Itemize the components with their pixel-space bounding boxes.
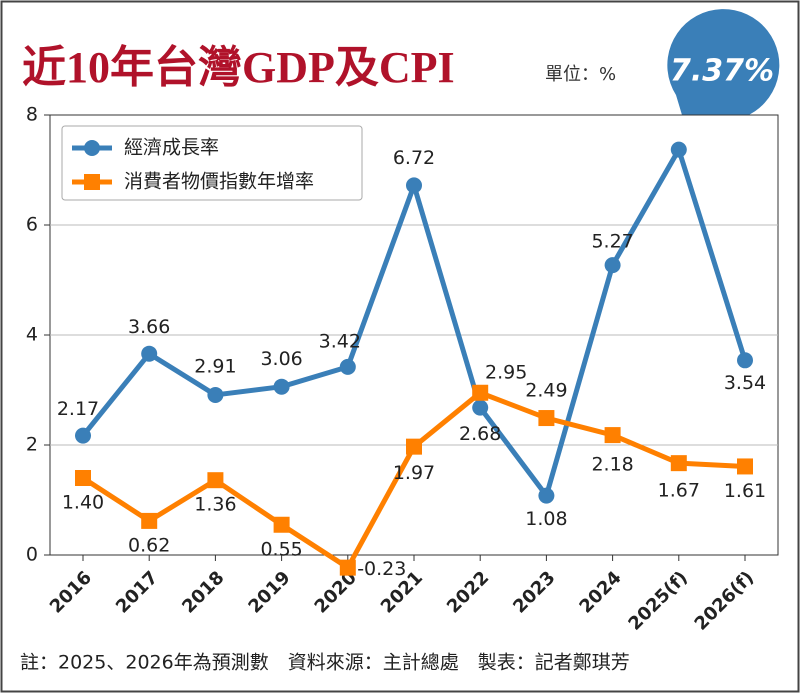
point <box>273 516 290 533</box>
data-label: 3.54 <box>724 372 766 394</box>
legend-label: 消費者物價指數年增率 <box>124 171 314 193</box>
point <box>75 427 91 444</box>
data-label: 6.72 <box>393 147 435 169</box>
data-label: 2.95 <box>485 361 527 383</box>
point <box>207 472 224 489</box>
data-label: 1.61 <box>724 480 766 502</box>
chart-title: 近10年台灣GDP及CPI <box>22 43 455 92</box>
data-label: 0.55 <box>260 538 302 560</box>
data-label: 2.18 <box>591 454 633 476</box>
data-label: 0.62 <box>128 534 170 556</box>
footnote: 註：2025、2026年為預測數 資料來源：主計總處 製表：記者鄭琪芳 <box>20 652 630 674</box>
data-label: 2.49 <box>525 380 567 402</box>
callout-bubble <box>667 9 780 136</box>
data-label: 1.67 <box>658 480 700 502</box>
point <box>472 384 489 401</box>
y-tick-label: 8 <box>26 104 38 126</box>
point <box>273 378 290 395</box>
point <box>538 410 555 427</box>
data-label: 2.17 <box>57 398 99 420</box>
data-label: 3.06 <box>260 348 302 370</box>
point <box>538 487 555 504</box>
point <box>604 257 621 274</box>
point <box>75 470 91 486</box>
point <box>207 386 224 403</box>
data-label: 2.68 <box>459 423 501 445</box>
point <box>141 512 158 529</box>
y-tick-label: 0 <box>26 544 38 566</box>
legend-label: 經濟成長率 <box>124 137 219 159</box>
y-tick-label: 6 <box>26 214 38 236</box>
point <box>339 559 356 576</box>
data-label: 5.27 <box>591 231 633 253</box>
point <box>472 399 489 416</box>
data-label: 1.97 <box>393 462 435 484</box>
data-label: 3.66 <box>128 316 170 338</box>
data-label: 1.08 <box>525 508 567 530</box>
y-tick-label: 2 <box>26 434 38 456</box>
point <box>737 458 753 475</box>
point <box>737 352 753 369</box>
data-label: -0.23 <box>357 558 406 580</box>
data-label: 1.36 <box>194 494 236 516</box>
legend-marker <box>84 140 100 156</box>
point <box>604 427 621 444</box>
data-label: 2.91 <box>194 355 236 377</box>
point <box>670 141 687 158</box>
data-label: 3.42 <box>319 330 361 352</box>
callout-label: 7.37% <box>670 54 774 89</box>
point <box>406 177 422 194</box>
point <box>339 358 356 375</box>
legend-box <box>61 125 363 201</box>
point <box>141 345 158 362</box>
point <box>670 455 687 472</box>
point <box>406 438 422 455</box>
data-label: 1.40 <box>62 492 104 514</box>
y-tick-label: 4 <box>26 324 38 346</box>
legend-marker <box>84 174 100 190</box>
unit-label: 單位：% <box>545 64 616 85</box>
